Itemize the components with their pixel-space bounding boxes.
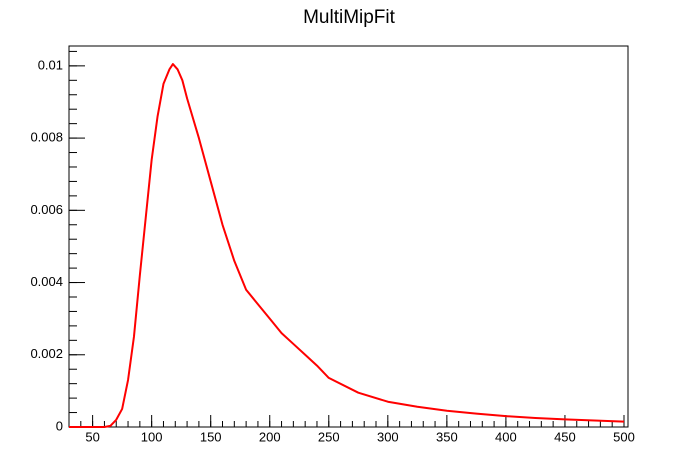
y-tick-label: 0 [56, 418, 63, 433]
data-line [69, 63, 625, 428]
x-tick-label: 400 [495, 429, 517, 444]
x-tick-label: 450 [554, 429, 576, 444]
x-tick-label: 50 [85, 429, 99, 444]
x-tick-label: 200 [259, 429, 281, 444]
x-tick-label: 500 [613, 429, 635, 444]
chart-title: MultiMipFit [303, 7, 396, 28]
x-tick-label: 300 [377, 429, 399, 444]
x-tick-label: 350 [436, 429, 458, 444]
y-tick-label: 0.006 [30, 202, 63, 217]
y-tick-label: 0.01 [38, 57, 63, 72]
y-tick-label: 0.004 [30, 274, 63, 289]
y-tick-label: 0.002 [30, 346, 63, 361]
x-tick-label: 250 [318, 429, 340, 444]
plot-frame [68, 45, 629, 428]
y-tick-label: 0.008 [30, 130, 63, 145]
x-tick-label: 150 [200, 429, 222, 444]
x-tick-label: 100 [141, 429, 163, 444]
